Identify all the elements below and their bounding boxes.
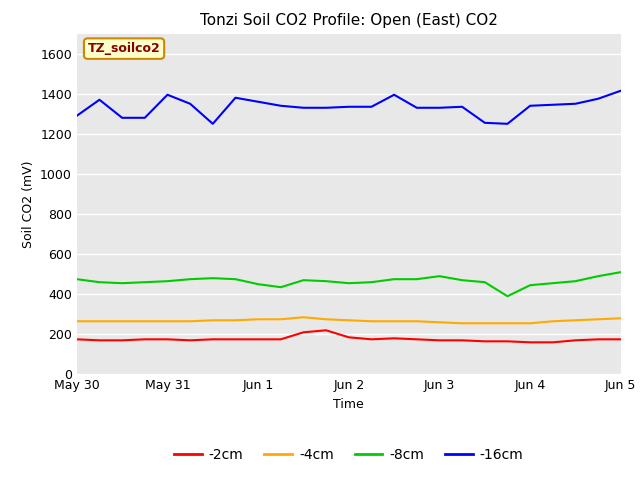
Title: Tonzi Soil CO2 Profile: Open (East) CO2: Tonzi Soil CO2 Profile: Open (East) CO2 xyxy=(200,13,498,28)
Y-axis label: Soil CO2 (mV): Soil CO2 (mV) xyxy=(22,160,35,248)
Text: TZ_soilco2: TZ_soilco2 xyxy=(88,42,161,55)
X-axis label: Time: Time xyxy=(333,398,364,411)
Legend: -2cm, -4cm, -8cm, -16cm: -2cm, -4cm, -8cm, -16cm xyxy=(168,443,529,468)
